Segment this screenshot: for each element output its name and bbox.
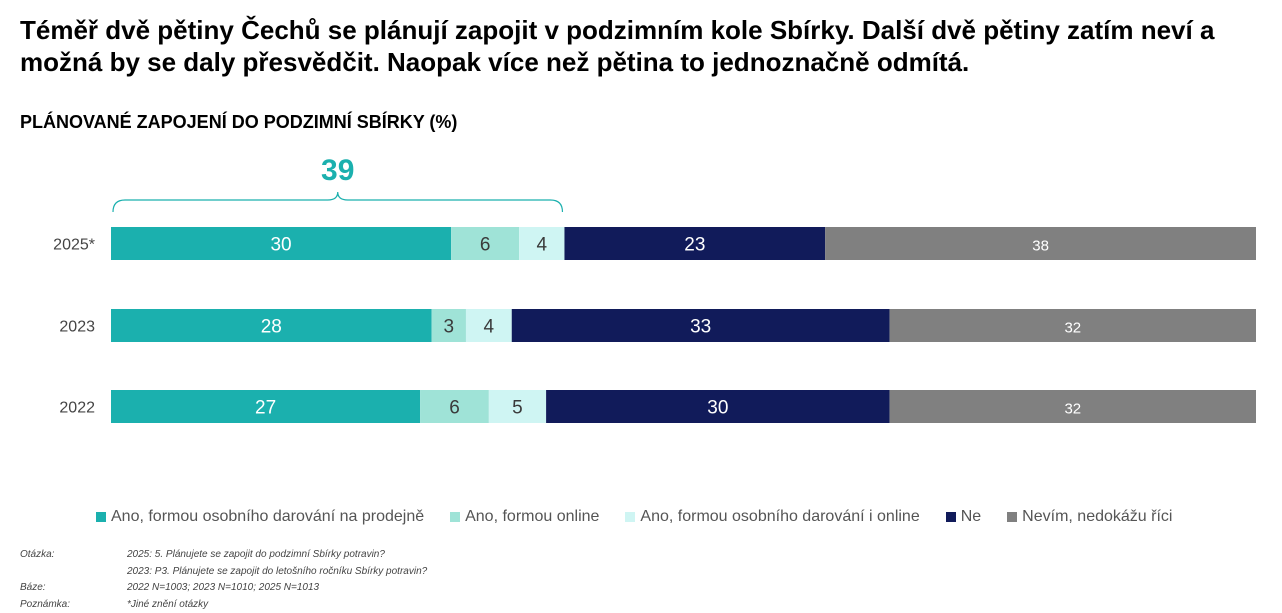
bar-segment: [431, 309, 466, 342]
data-label: 32: [1064, 401, 1081, 418]
footnotes: Otázka: 2025: 5. Plánujete se zapojit do …: [20, 547, 427, 613]
data-label: 33: [690, 317, 711, 338]
data-label: 30: [270, 235, 291, 256]
annotation-label: 39: [321, 154, 354, 187]
legend-item: Ano, formou online: [450, 508, 599, 526]
headline: Téměř dvě pětiny Čechů se plánují zapoji…: [20, 15, 1215, 77]
legend-item: Nevím, nedokážu říci: [1007, 508, 1172, 526]
data-label: 6: [449, 398, 460, 419]
data-label: 32: [1064, 320, 1081, 337]
bar-segment: [420, 390, 489, 423]
bar-segment: [546, 390, 890, 423]
legend-swatch: [945, 512, 956, 522]
category-label: 2023: [59, 319, 95, 336]
data-label: 27: [255, 398, 276, 419]
data-label: 30: [707, 398, 728, 419]
footnote-text: 2022 N=1003; 2023 N=1010; 2025 N=1013: [127, 582, 320, 593]
legend-item: Ano, formou osobního darování i online: [625, 508, 920, 526]
data-label: 23: [684, 235, 705, 256]
legend-label: Ne: [960, 508, 982, 525]
bar-segment: [111, 227, 452, 260]
bar-segment: [511, 309, 890, 342]
bar-segment: [825, 227, 1256, 260]
bar-segment: [111, 309, 432, 342]
bar-segment: [465, 309, 512, 342]
footnote-label: Poznámka:: [20, 598, 71, 610]
footnote-label: Báze:: [20, 582, 46, 593]
legend-label: Ano, formou online: [465, 508, 600, 525]
footnote-label: Otázka:: [20, 549, 55, 560]
data-label: 3: [443, 317, 454, 338]
annotation-bracket: [112, 191, 564, 213]
legend: Ano, formou osobního darování na prodejn…: [96, 508, 1172, 526]
footnote-row: Otázka: 2025: 5. Plánujete se zapojit do …: [20, 547, 427, 564]
legend-swatch: [1007, 512, 1018, 522]
footnote-text: 2025: 5. Plánujete se zapojit do podzimn…: [127, 549, 385, 560]
category-label: 2022: [59, 400, 95, 417]
bar-segment: [111, 390, 421, 423]
bar-segment: [564, 227, 826, 260]
legend-swatch: [450, 512, 461, 522]
data-label: 28: [261, 317, 282, 338]
bar-segment: [889, 390, 1256, 423]
legend-label: Ano, formou osobního darování na prodejn…: [111, 508, 425, 525]
data-label: 38: [1032, 238, 1049, 255]
footnote-text: 2023: P3. Plánujete se zapojit do letošn…: [127, 565, 428, 577]
bar-segment: [451, 227, 520, 260]
legend-label: Nevím, nedokážu říci: [1022, 508, 1173, 525]
footnote-label: [20, 564, 127, 581]
bar-segment: [519, 227, 565, 260]
bar-segment: [889, 309, 1256, 342]
footnote-row: Poznámka: *Jiné znění otázky: [20, 597, 427, 613]
footnote-text: *Jiné znění otázky: [127, 598, 209, 610]
chart-title: PLÁNOVANÉ ZAPOJENÍ DO PODZIMNÍ SBÍRKY (%…: [20, 112, 458, 132]
category-label: 2025*: [53, 237, 95, 254]
footnote-row: Báze: 2022 N=1003; 2023 N=1010; 2025 N=10…: [20, 580, 427, 597]
data-label: 4: [484, 317, 495, 338]
legend-item: Ano, formou osobního darování na prodejn…: [96, 508, 424, 526]
footnote-row: 2023: P3. Plánujete se zapojit do letošn…: [20, 564, 427, 581]
legend-swatch: [625, 512, 636, 522]
data-label: 5: [512, 398, 523, 419]
data-label: 4: [537, 235, 548, 256]
bar-segment: [488, 390, 547, 423]
legend-label: Ano, formou osobního darování i online: [640, 508, 920, 525]
legend-item: Ne: [945, 508, 982, 526]
data-label: 6: [480, 235, 491, 256]
legend-swatch: [96, 512, 106, 522]
